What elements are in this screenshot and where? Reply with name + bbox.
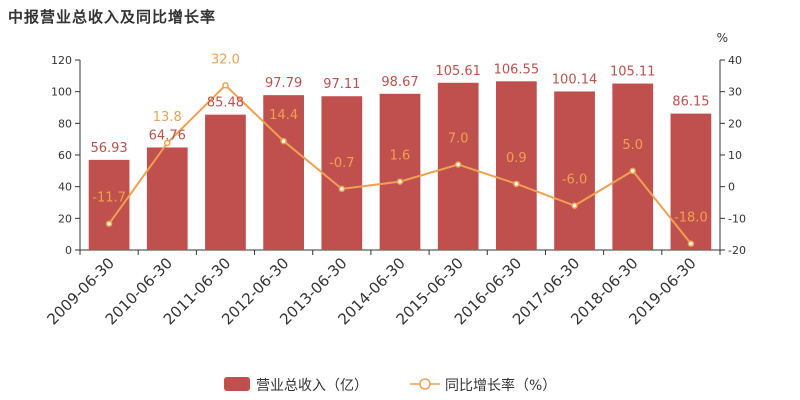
line-value-label: 7.0	[448, 132, 469, 147]
bar-value-label: 85.48	[207, 96, 244, 111]
bar-value-label: 56.93	[90, 141, 127, 156]
line-point	[513, 180, 520, 188]
bar	[379, 93, 421, 251]
line-value-label: 5.0	[622, 138, 643, 153]
line-value-label: 0.9	[506, 151, 527, 166]
bar	[554, 91, 595, 250]
left-tick-label: 40	[58, 181, 72, 194]
bar-value-label: 98.67	[381, 75, 418, 90]
left-tick-label: 0	[65, 244, 72, 257]
line-point	[629, 167, 636, 175]
bar-value-label: 106.55	[494, 62, 540, 77]
legend-line-label: 同比增长率（%）	[445, 377, 556, 394]
chart-title: 中报营业总收入及同比增长率	[8, 8, 217, 26]
line-value-label: -6.0	[562, 173, 587, 188]
bar	[146, 147, 188, 250]
bar-value-label: 100.14	[552, 72, 598, 87]
bar-value-label: 97.79	[265, 76, 302, 91]
line-value-label: 14.4	[269, 108, 298, 123]
left-tick-label: 60	[58, 149, 72, 162]
line-point	[396, 178, 404, 185]
line-point	[338, 185, 346, 193]
line-value-label: -0.7	[329, 156, 354, 171]
left-tick-label: 80	[58, 117, 72, 130]
legend-bar-swatch	[224, 377, 250, 391]
bar	[205, 114, 246, 250]
line-point	[454, 161, 462, 168]
line-point	[687, 240, 695, 247]
data-labels: 56.93 64.76 85.48 97.79 97.11 98.67 105.61 106.…	[90, 52, 709, 225]
right-tick-label: -10	[728, 212, 746, 225]
line-value-label: 13.8	[153, 110, 182, 125]
bar-series	[88, 81, 712, 251]
bar-value-label: 105.11	[610, 65, 656, 80]
line-point	[280, 137, 287, 145]
right-tick-label: 10	[728, 149, 742, 162]
line-point	[571, 202, 578, 209]
legend-bar-label: 营业总收入（亿）	[256, 378, 368, 394]
right-tick-label: 20	[728, 117, 742, 130]
bar-value-label: 97.11	[323, 77, 360, 92]
bar-value-label: 86.15	[672, 95, 709, 110]
bar-value-label: 105.61	[435, 64, 481, 79]
line-point	[164, 139, 171, 147]
right-axis-unit: %	[717, 31, 728, 45]
bar	[321, 96, 363, 251]
left-tick-label: 120	[51, 54, 72, 67]
bar	[496, 81, 537, 250]
left-tick-label: 100	[51, 86, 72, 99]
line-value-label: 32.0	[211, 52, 240, 67]
right-tick-label: 40	[728, 54, 742, 67]
left-tick-label: 20	[58, 212, 72, 225]
line-point	[105, 220, 113, 227]
line-value-label: -11.7	[92, 191, 126, 206]
legend-line-marker	[419, 378, 431, 390]
bar	[612, 83, 654, 250]
right-tick-label: 0	[728, 181, 735, 194]
line-series	[105, 82, 695, 247]
line-value-label: 1.6	[390, 149, 411, 164]
right-tick-label: -20	[728, 244, 746, 257]
legend: 营业总收入（亿） 同比增长率（%）	[224, 377, 556, 394]
bar	[670, 113, 712, 251]
bar	[263, 95, 304, 250]
line-point	[222, 82, 229, 89]
line-value-label: -18.0	[674, 211, 708, 226]
bar-value-label: 64.76	[149, 128, 186, 143]
right-tick-label: 30	[728, 86, 742, 99]
